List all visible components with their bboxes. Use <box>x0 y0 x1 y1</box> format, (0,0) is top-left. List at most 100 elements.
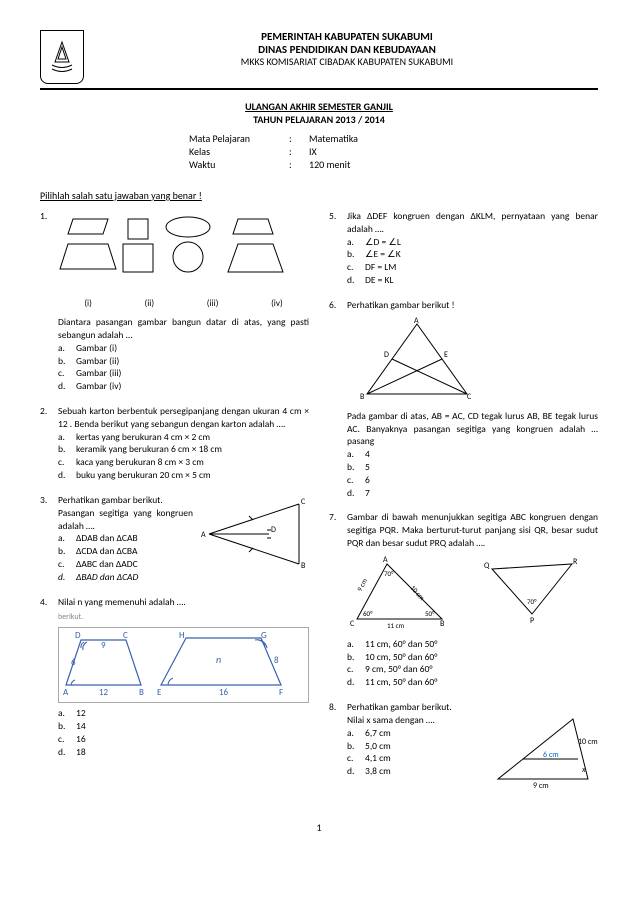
meta-class-val: IX <box>309 145 317 158</box>
q7-figure: A C B 9 cm 10 cm 11 cm 70° 60° 50° Q <box>347 554 598 634</box>
svg-text:A: A <box>63 687 69 698</box>
svg-text:x: x <box>581 765 586 775</box>
q8-opt-c: 4,1 cm <box>365 752 391 765</box>
svg-text:E: E <box>444 350 448 360</box>
svg-text:C: C <box>350 619 355 629</box>
q1-text: Diantara pasangan gambar bangun datar di… <box>58 316 309 342</box>
q8-opt-a: 6,7 cm <box>365 727 391 740</box>
q6-opt-b: 5 <box>365 461 370 474</box>
svg-text:B: B <box>360 392 365 402</box>
q3-opt-b: ΔCDA dan ΔCBA <box>76 545 137 558</box>
q5-opt-a: ∠D = ∠L <box>365 236 401 249</box>
svg-text:11 cm: 11 cm <box>387 621 405 630</box>
q1-opt-b: Gambar (ii) <box>76 355 119 368</box>
svg-text:H: H <box>179 630 185 641</box>
svg-text:A: A <box>414 316 419 326</box>
q5-opt-c: DF = LM <box>365 261 396 274</box>
q7-opt-d: 11 cm, 50° dan 60° <box>365 676 437 689</box>
q1-opt-d: Gambar (iv) <box>76 380 121 393</box>
q7-opt-b: 10 cm, 50° dan 60° <box>365 651 437 664</box>
meta-class-key: Kelas <box>189 145 289 158</box>
svg-text:50°: 50° <box>425 609 435 618</box>
q4-opt-b: 14 <box>76 720 86 733</box>
svg-text:Q: Q <box>484 561 490 571</box>
q1-label-iv: (iv) <box>271 298 283 310</box>
svg-text:n: n <box>216 653 221 666</box>
q4-num: 4. <box>40 596 58 759</box>
q1-num: 1. <box>40 210 58 393</box>
svg-text:10 cm: 10 cm <box>409 583 427 602</box>
content-columns: 1. <box>40 210 598 801</box>
question-1: 1. <box>40 210 309 393</box>
svg-text:B: B <box>301 561 306 571</box>
svg-text:P: P <box>530 616 534 626</box>
q6-opt-d: 7 <box>365 487 370 500</box>
svg-text:D: D <box>384 350 389 360</box>
svg-text:A: A <box>201 530 206 540</box>
logo-emblem <box>40 30 84 84</box>
question-8: 8. Perhatikan gambar berikut. Nilai x sa… <box>329 701 598 789</box>
q1-opt-a: Gambar (i) <box>76 342 117 355</box>
q8-text: Nilai x sama dengan …. <box>347 714 480 727</box>
q6-num: 6. <box>329 299 347 500</box>
q6-figure: A B C D E <box>347 316 598 406</box>
svg-text:D: D <box>75 630 81 641</box>
svg-text:A: A <box>383 555 388 565</box>
q1-label-ii: (ii) <box>145 298 155 310</box>
question-7: 7. Gambar di bawah menunjukkan segitiga … <box>329 511 598 689</box>
left-column: 1. <box>40 210 309 801</box>
q2-opt-a: kertas yang berukuran 4 cm × 2 cm <box>76 431 210 444</box>
exam-meta: Mata Pelajaran:Matematika Kelas:IX Waktu… <box>189 132 449 171</box>
svg-text:6: 6 <box>71 657 76 668</box>
page-number: 1 <box>40 821 598 834</box>
q2-opt-b: keramik yang berukuran 6 cm × 18 cm <box>76 443 222 456</box>
question-3: 3. Perhatikan gambar berikut. Pasangan s… <box>40 494 309 584</box>
svg-text:12: 12 <box>99 687 109 698</box>
instruction-text: Pilihlah salah satu jawaban yang benar ! <box>40 189 598 202</box>
q3-text: Pasangan segitiga yang kongruen adalah …… <box>58 507 193 533</box>
q8-opt-b: 5,0 cm <box>365 740 391 753</box>
q4-figure: A B C D 6 9 12 E <box>58 627 309 703</box>
svg-text:B: B <box>139 687 144 698</box>
svg-text:70°: 70° <box>527 597 537 606</box>
q3-figure: A C B D <box>199 494 309 584</box>
svg-text:6 cm: 6 cm <box>543 750 559 760</box>
q1-label-i: (i) <box>84 298 92 310</box>
q3-opt-c: ΔABC dan ΔADC <box>76 558 138 571</box>
svg-text:C: C <box>301 497 306 507</box>
q3-intro: Perhatikan gambar berikut. <box>58 494 193 507</box>
header-line-1: PEMERINTAH KABUPATEN SUKABUMI <box>96 30 598 43</box>
svg-text:B: B <box>440 619 445 629</box>
svg-text:F: F <box>279 687 283 698</box>
q7-num: 7. <box>329 511 347 689</box>
svg-text:G: G <box>261 630 267 641</box>
q1-label-iii: (iii) <box>207 298 219 310</box>
svg-text:16: 16 <box>219 687 229 698</box>
q2-opt-c: kaca yang berukuran 8 cm × 3 cm <box>76 456 204 469</box>
svg-text:E: E <box>157 687 162 698</box>
q5-opt-d: DE = KL <box>365 274 393 287</box>
q4-opt-d: 18 <box>76 746 86 759</box>
svg-text:60°: 60° <box>363 609 373 618</box>
svg-text:R: R <box>573 557 577 567</box>
svg-text:9 cm: 9 cm <box>355 576 370 593</box>
meta-time-val: 120 menit <box>309 158 350 171</box>
svg-text:8: 8 <box>274 655 279 666</box>
svg-text:9: 9 <box>101 640 106 651</box>
q3-opt-a: ΔDAB dan ΔCAB <box>76 532 138 545</box>
q8-figure: 10 cm 6 cm 9 cm x <box>488 714 598 789</box>
exam-title-block: ULANGAN AKHIR SEMESTER GANJIL TAHUN PELA… <box>40 100 598 126</box>
svg-text:9 cm: 9 cm <box>533 781 549 789</box>
header-line-3: MKKS KOMISARIAT CIBADAK KABUPATEN SUKABU… <box>96 56 598 68</box>
q3-num: 3. <box>40 494 58 584</box>
q5-opt-b: ∠E = ∠K <box>365 248 401 261</box>
q1-opt-c: Gambar (iii) <box>76 367 121 380</box>
q2-text: Sebuah karton berbentuk persegipanjang d… <box>58 405 309 431</box>
q8-intro: Perhatikan gambar berikut. <box>347 701 598 714</box>
svg-text:D: D <box>271 525 276 535</box>
meta-time-key: Waktu <box>189 158 289 171</box>
q4-text: Nilai n yang memenuhi adalah …. <box>58 596 309 609</box>
q2-num: 2. <box>40 405 58 482</box>
exam-title: ULANGAN AKHIR SEMESTER GANJIL <box>40 100 598 113</box>
svg-text:70°: 70° <box>384 569 394 578</box>
